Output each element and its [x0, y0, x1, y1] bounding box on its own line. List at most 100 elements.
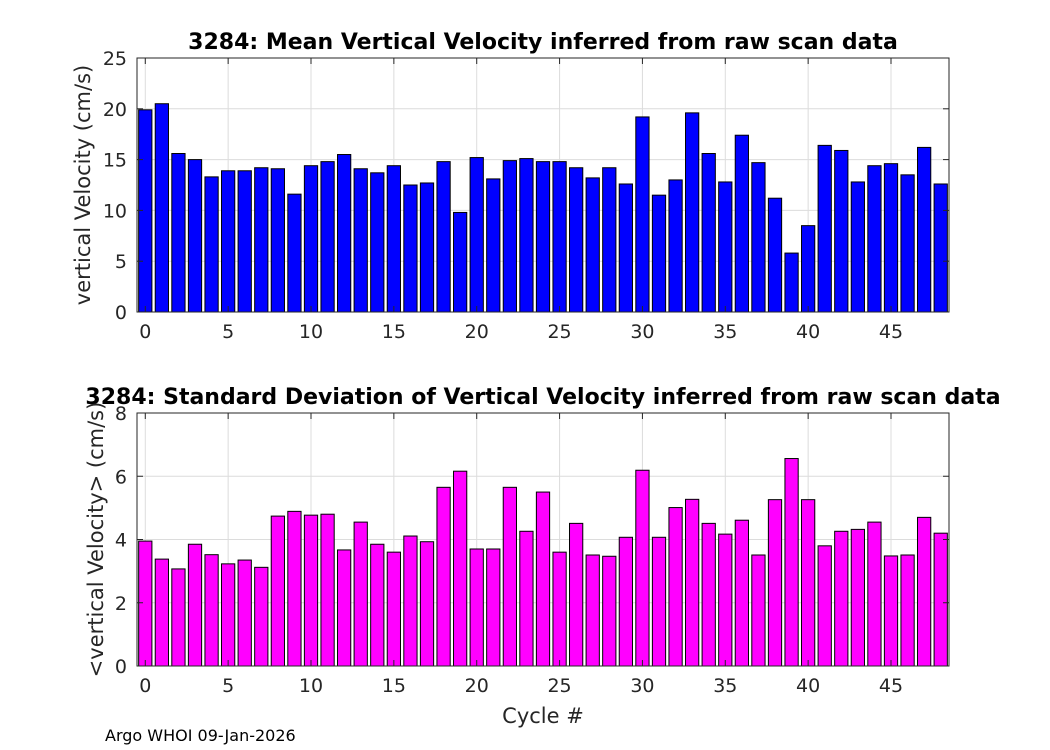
chart1-ytick-label: 4 [115, 530, 127, 552]
chart0-ytick-label: 10 [103, 200, 127, 222]
chart0-bar [320, 161, 335, 313]
chart1-bar [817, 545, 832, 667]
chart1-bar [718, 533, 733, 667]
chart0-xtick-label: 30 [630, 321, 654, 343]
chart1-bar [403, 535, 418, 667]
chart1-bar [419, 541, 435, 667]
chart1-xtick-label: 20 [465, 675, 489, 697]
chart1-bar [535, 491, 551, 667]
chart0-bar [602, 167, 617, 313]
chart0-bar [535, 161, 551, 313]
chart1-bar [933, 532, 948, 667]
chart1-bar [171, 568, 186, 667]
chart1-bar [469, 548, 484, 667]
chart0-title: 3284: Mean Vertical Velocity inferred fr… [188, 30, 898, 55]
chart1-bar [635, 469, 650, 667]
chart0-bar [900, 174, 915, 313]
chart0-xtick-label: 20 [465, 321, 489, 343]
chart1-bar [303, 514, 319, 667]
chart1-xtick-label: 10 [299, 675, 323, 697]
chart0-bar [171, 153, 186, 313]
chart0-bar [254, 167, 269, 313]
chart1-bar [701, 522, 716, 667]
chart0-ytick-label: 15 [103, 150, 127, 172]
chart1-bar [883, 555, 899, 667]
chart1-xtick-label: 0 [139, 675, 151, 697]
chart0-bar [237, 170, 252, 313]
chart1-bar [237, 559, 252, 667]
chart1-bar [287, 510, 302, 667]
chart1-bar [651, 536, 667, 667]
chart0-bar [386, 165, 401, 313]
chart0-ytick-label: 20 [103, 99, 127, 121]
chart0-xtick-label: 10 [299, 321, 323, 343]
chart0-bar [469, 157, 484, 313]
footer-credit: Argo WHOI 09-Jan-2026 [105, 726, 296, 745]
chart0-bar [486, 178, 501, 313]
chart0-axes-box [136, 57, 950, 313]
chart0-bar [337, 154, 352, 313]
chart1-bar [353, 521, 368, 667]
chart1-ylabel: <vertical Velocity> (cm/s) [84, 402, 108, 678]
chart0-bar [453, 211, 468, 313]
chart1-bar [386, 551, 401, 667]
chart1-bar [502, 486, 517, 667]
chart0-bar [221, 170, 236, 313]
chart1-bar [453, 470, 468, 667]
chart0-bar [154, 103, 169, 313]
chart1-bar [187, 543, 203, 667]
chart1-bar [552, 551, 567, 667]
chart1-bar [801, 499, 816, 667]
chart0-bar [419, 182, 435, 313]
chart0-bar [618, 183, 633, 313]
chart0-xtick-label: 40 [796, 321, 820, 343]
chart0-bar [801, 225, 816, 313]
chart0-bar [502, 160, 517, 313]
chart0-bar [436, 161, 451, 313]
chart1-ytick-label: 0 [115, 656, 127, 678]
chart0-bar [403, 184, 418, 313]
chart1-bar [585, 554, 600, 667]
chart0-bar [834, 149, 849, 313]
chart1-bar [370, 543, 385, 667]
chart1-xtick-label: 25 [547, 675, 571, 697]
chart1-bar [867, 521, 882, 667]
chart1-bar [618, 536, 633, 667]
chart0-bar [734, 134, 749, 313]
chart0-bar [685, 112, 700, 313]
chart1-bar [834, 530, 849, 667]
chart0-bar [204, 176, 219, 313]
chart1-xtick-label: 30 [630, 675, 654, 697]
chart0-bar [585, 177, 600, 313]
chart0-xtick-label: 35 [713, 321, 737, 343]
chart1-xtick-label: 35 [713, 675, 737, 697]
chart1-ytick-label: 8 [115, 403, 127, 425]
chart1-bar [850, 528, 865, 667]
chart0-bar [635, 116, 650, 313]
chart0-bar [552, 161, 567, 313]
chart0-bar [287, 193, 302, 313]
chart1-bar [204, 554, 219, 667]
chart0-bar [668, 179, 683, 313]
chart0-bar [651, 194, 667, 313]
chart1-bar [337, 549, 352, 667]
chart0-bar [751, 162, 766, 313]
chart1-ytick-label: 6 [115, 466, 127, 488]
chart0-bar [917, 146, 932, 313]
chart0-ytick-label: 0 [115, 302, 127, 324]
chart1-bar [668, 507, 683, 667]
chart0-xtick-label: 15 [382, 321, 406, 343]
chart1-bar [751, 554, 766, 667]
chart1-xtick-label: 45 [879, 675, 903, 697]
chart1-bar [734, 519, 749, 667]
chart0-bar [933, 183, 948, 313]
chart1-bar [917, 516, 932, 667]
chart1-bar [221, 563, 236, 667]
chart1-bar [685, 498, 700, 667]
chart1-bar [784, 458, 799, 667]
chart1-bar [270, 515, 285, 667]
chart1-bar [154, 558, 169, 667]
chart0-ytick-label: 5 [115, 251, 127, 273]
chart1-xtick-label: 15 [382, 675, 406, 697]
